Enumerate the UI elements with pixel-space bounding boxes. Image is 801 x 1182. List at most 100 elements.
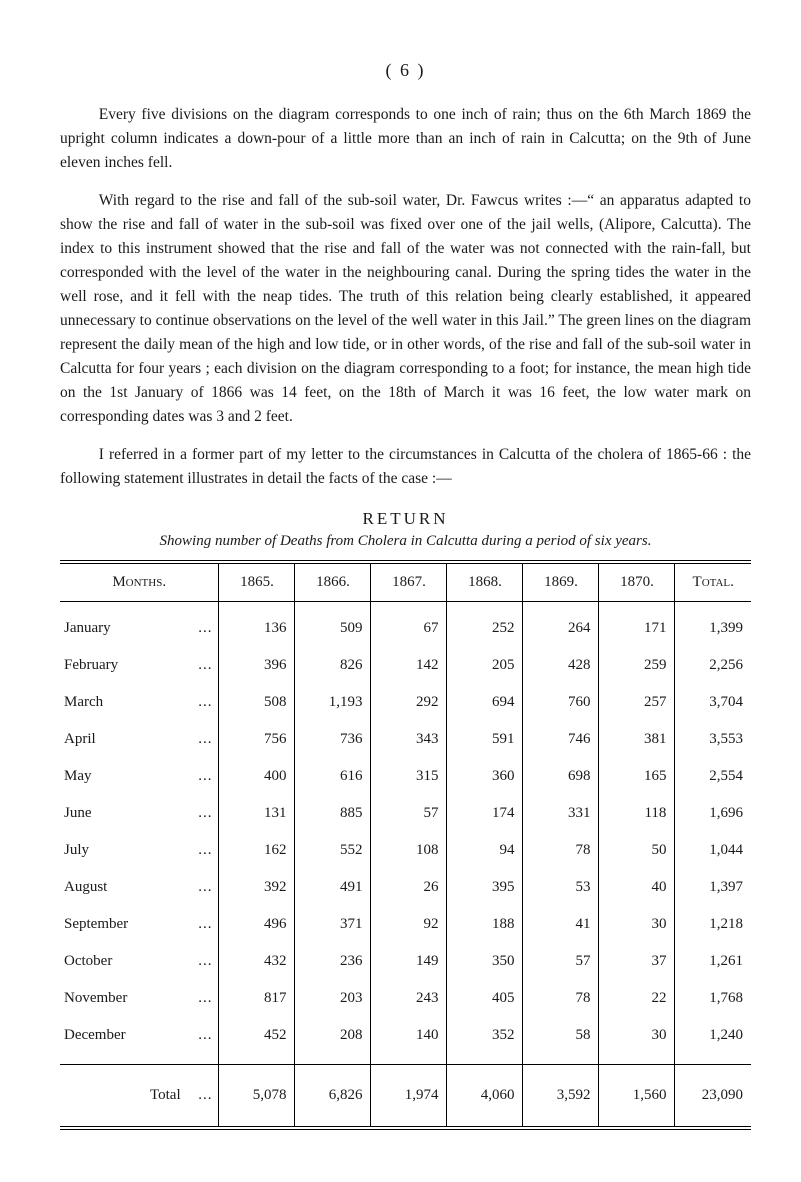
value-cell: 1,768 bbox=[675, 980, 751, 1017]
value-cell: 3,553 bbox=[675, 721, 751, 758]
value-cell: 188 bbox=[447, 906, 523, 943]
col-1870: 1870. bbox=[599, 562, 675, 602]
value-cell: 616 bbox=[295, 758, 371, 795]
table-total-row: Total 5,078 6,826 1,974 4,060 3,592 1,56… bbox=[60, 1065, 751, 1129]
value-cell: 885 bbox=[295, 795, 371, 832]
col-1867: 1867. bbox=[371, 562, 447, 602]
value-cell: 1,399 bbox=[675, 602, 751, 648]
value-cell: 149 bbox=[371, 943, 447, 980]
value-cell: 1,218 bbox=[675, 906, 751, 943]
value-cell: 736 bbox=[295, 721, 371, 758]
value-cell: 57 bbox=[523, 943, 599, 980]
value-cell: 395 bbox=[447, 869, 523, 906]
value-cell: 205 bbox=[447, 647, 523, 684]
value-cell: 30 bbox=[599, 1017, 675, 1065]
value-cell: 396 bbox=[219, 647, 295, 684]
value-cell: 405 bbox=[447, 980, 523, 1017]
value-cell: 2,256 bbox=[675, 647, 751, 684]
value-cell: 57 bbox=[371, 795, 447, 832]
deaths-table: Months. 1865. 1866. 1867. 1868. 1869. 18… bbox=[60, 560, 751, 1130]
value-cell: 826 bbox=[295, 647, 371, 684]
month-cell: October bbox=[60, 943, 219, 980]
value-cell: 381 bbox=[599, 721, 675, 758]
month-cell: January bbox=[60, 602, 219, 648]
table-row: October43223614935057371,261 bbox=[60, 943, 751, 980]
total-1868: 4,060 bbox=[447, 1065, 523, 1129]
month-cell: April bbox=[60, 721, 219, 758]
month-cell: February bbox=[60, 647, 219, 684]
value-cell: 22 bbox=[599, 980, 675, 1017]
table-row: April7567363435917463813,553 bbox=[60, 721, 751, 758]
value-cell: 140 bbox=[371, 1017, 447, 1065]
month-cell: July bbox=[60, 832, 219, 869]
value-cell: 360 bbox=[447, 758, 523, 795]
value-cell: 698 bbox=[523, 758, 599, 795]
page-number: ( 6 ) bbox=[60, 60, 751, 81]
table-row: March5081,1932926947602573,704 bbox=[60, 684, 751, 721]
value-cell: 694 bbox=[447, 684, 523, 721]
value-cell: 1,696 bbox=[675, 795, 751, 832]
value-cell: 30 bbox=[599, 906, 675, 943]
col-1866: 1866. bbox=[295, 562, 371, 602]
value-cell: 315 bbox=[371, 758, 447, 795]
total-1865: 5,078 bbox=[219, 1065, 295, 1129]
value-cell: 331 bbox=[523, 795, 599, 832]
value-cell: 136 bbox=[219, 602, 295, 648]
month-cell: May bbox=[60, 758, 219, 795]
value-cell: 552 bbox=[295, 832, 371, 869]
table-row: December45220814035258301,240 bbox=[60, 1017, 751, 1065]
table-body: January136509672522641711,399February396… bbox=[60, 602, 751, 1065]
table-row: July1625521089478501,044 bbox=[60, 832, 751, 869]
total-1869: 3,592 bbox=[523, 1065, 599, 1129]
value-cell: 509 bbox=[295, 602, 371, 648]
value-cell: 94 bbox=[447, 832, 523, 869]
return-subtitle: Showing number of Deaths from Cholera in… bbox=[60, 533, 751, 550]
value-cell: 760 bbox=[523, 684, 599, 721]
table-row: September4963719218841301,218 bbox=[60, 906, 751, 943]
month-cell: June bbox=[60, 795, 219, 832]
value-cell: 1,397 bbox=[675, 869, 751, 906]
value-cell: 40 bbox=[599, 869, 675, 906]
paragraph-1: Every five divisions on the diagram corr… bbox=[60, 103, 751, 175]
value-cell: 252 bbox=[447, 602, 523, 648]
value-cell: 1,261 bbox=[675, 943, 751, 980]
col-1869: 1869. bbox=[523, 562, 599, 602]
month-cell: December bbox=[60, 1017, 219, 1065]
table-footer: Total 5,078 6,826 1,974 4,060 3,592 1,56… bbox=[60, 1065, 751, 1129]
value-cell: 817 bbox=[219, 980, 295, 1017]
value-cell: 53 bbox=[523, 869, 599, 906]
table-header-row: Months. 1865. 1866. 1867. 1868. 1869. 18… bbox=[60, 562, 751, 602]
table-row: February3968261422054282592,256 bbox=[60, 647, 751, 684]
value-cell: 292 bbox=[371, 684, 447, 721]
col-months: Months. bbox=[60, 562, 219, 602]
total-all: 23,090 bbox=[675, 1065, 751, 1129]
value-cell: 92 bbox=[371, 906, 447, 943]
value-cell: 491 bbox=[295, 869, 371, 906]
value-cell: 264 bbox=[523, 602, 599, 648]
col-1868: 1868. bbox=[447, 562, 523, 602]
value-cell: 162 bbox=[219, 832, 295, 869]
value-cell: 591 bbox=[447, 721, 523, 758]
value-cell: 174 bbox=[447, 795, 523, 832]
total-1867: 1,974 bbox=[371, 1065, 447, 1129]
value-cell: 508 bbox=[219, 684, 295, 721]
table-row: November81720324340578221,768 bbox=[60, 980, 751, 1017]
total-1870: 1,560 bbox=[599, 1065, 675, 1129]
table-row: June131885571743311181,696 bbox=[60, 795, 751, 832]
value-cell: 78 bbox=[523, 980, 599, 1017]
col-total: Total. bbox=[675, 562, 751, 602]
value-cell: 1,240 bbox=[675, 1017, 751, 1065]
value-cell: 496 bbox=[219, 906, 295, 943]
table-row: January136509672522641711,399 bbox=[60, 602, 751, 648]
value-cell: 50 bbox=[599, 832, 675, 869]
value-cell: 41 bbox=[523, 906, 599, 943]
value-cell: 432 bbox=[219, 943, 295, 980]
total-1866: 6,826 bbox=[295, 1065, 371, 1129]
page: ( 6 ) Every five divisions on the diagra… bbox=[0, 0, 801, 1180]
value-cell: 37 bbox=[599, 943, 675, 980]
value-cell: 58 bbox=[523, 1017, 599, 1065]
value-cell: 2,554 bbox=[675, 758, 751, 795]
value-cell: 371 bbox=[295, 906, 371, 943]
table-row: August3924912639553401,397 bbox=[60, 869, 751, 906]
month-cell: November bbox=[60, 980, 219, 1017]
